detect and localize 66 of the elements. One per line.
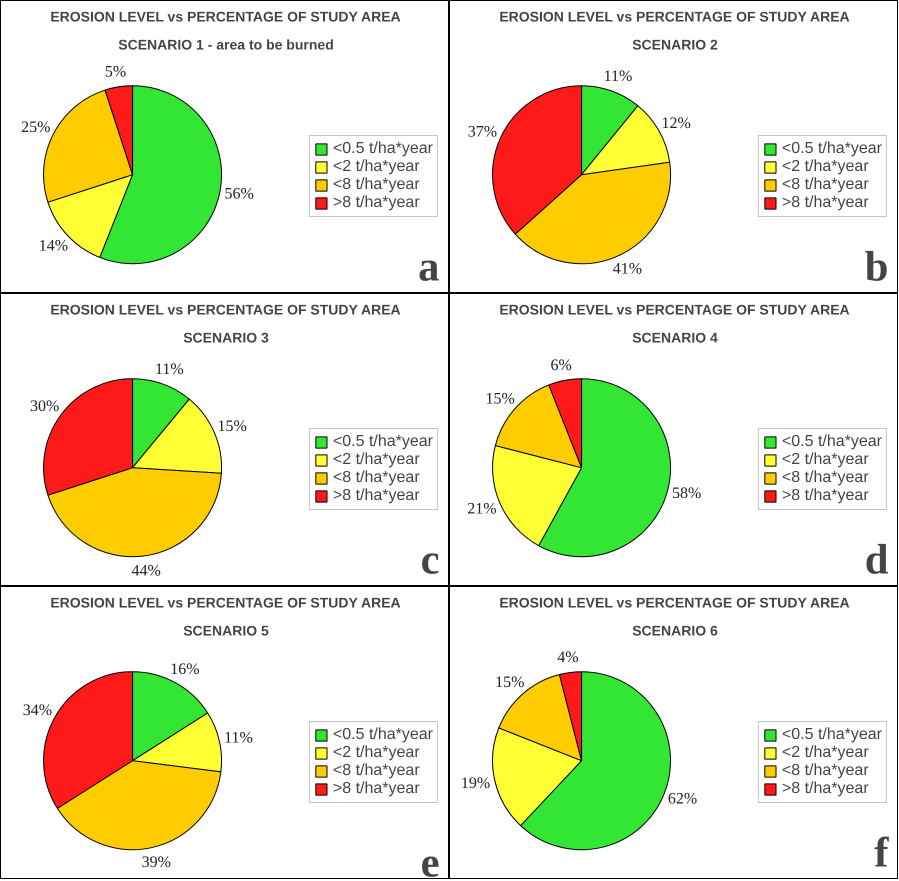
legend-label: <2 t/ha*year (332, 450, 420, 468)
legend-label: <2 t/ha*year (782, 450, 869, 468)
legend-label: <0.5 t/ha*year (332, 726, 433, 744)
chart-title: EROSION LEVEL vs PERCENTAGE OF STUDY AREA (50, 302, 401, 318)
text: b (864, 244, 889, 290)
data-label: 41% (612, 260, 642, 278)
data-label: 5% (104, 63, 126, 80)
text: c (420, 536, 440, 584)
legend-label: >8 t/ha*year (782, 780, 869, 798)
chart-title: EROSION LEVEL vs PERCENTAGE OF STUDY AREA (50, 594, 401, 610)
legend-label: <2 t/ha*year (332, 744, 420, 762)
data-label: 37% (468, 124, 498, 141)
text: e (420, 840, 440, 881)
chart-title: EROSION LEVEL vs PERCENTAGE OF STUDY AREA (50, 8, 401, 24)
chart-subtitle: SCENARIO 1 - area to be burned (118, 36, 334, 52)
data-label: 15% (495, 674, 524, 692)
data-label: 11% (154, 361, 184, 378)
data-label: 34% (22, 702, 52, 720)
data-label: 12% (661, 115, 691, 132)
legend-label: <0.5 t/ha*year (782, 726, 882, 744)
data-label: 16% (170, 660, 200, 678)
legend-label: <8 t/ha*year (332, 176, 420, 194)
data-label: 11% (224, 729, 253, 746)
data-label: 14% (38, 238, 68, 255)
legend-label: >8 t/ha*year (332, 194, 420, 212)
legend-label: >8 t/ha*year (782, 194, 869, 212)
data-label: 56% (224, 186, 254, 203)
legend-label: <8 t/ha*year (782, 468, 869, 486)
legend-label: <2 t/ha*year (332, 158, 420, 176)
legend-label: <2 t/ha*year (782, 158, 869, 176)
legend-label: <8 t/ha*year (782, 762, 869, 780)
legend-label: <8 t/ha*year (332, 762, 420, 780)
chart-subtitle: SCENARIO 5 (183, 622, 269, 638)
data-label: 15% (218, 418, 247, 435)
chart-title: EROSION LEVEL vs PERCENTAGE OF STUDY AREA (499, 594, 850, 610)
legend-label: <8 t/ha*year (332, 468, 420, 486)
chart-title: EROSION LEVEL vs PERCENTAGE OF STUDY AREA (499, 8, 850, 24)
legend-label: <2 t/ha*year (782, 744, 869, 762)
legend-label: <0.5 t/ha*year (332, 140, 433, 158)
data-label: 4% (557, 648, 579, 666)
legend-label: >8 t/ha*year (332, 486, 420, 504)
legend-label: <8 t/ha*year (782, 176, 869, 194)
text: f (874, 830, 890, 876)
data-label: 6% (550, 356, 572, 374)
data-label: 39% (142, 854, 171, 871)
text: a (418, 244, 440, 290)
data-label: 30% (30, 398, 60, 415)
chart-subtitle: SCENARIO 6 (632, 622, 718, 638)
data-label: 62% (668, 790, 698, 808)
legend-label: <0.5 t/ha*year (332, 432, 433, 450)
data-label: 11% (604, 68, 632, 86)
chart-subtitle: SCENARIO 3 (183, 330, 269, 346)
data-label: 15% (485, 390, 515, 408)
data-label: 44% (131, 562, 161, 580)
data-label: 58% (672, 485, 702, 502)
data-label: 25% (21, 118, 50, 136)
legend-label: <0.5 t/ha*year (782, 140, 882, 158)
chart-subtitle: SCENARIO 4 (632, 330, 718, 346)
text: d (864, 536, 889, 584)
legend-label: <0.5 t/ha*year (782, 432, 882, 450)
data-label: 19% (460, 774, 490, 792)
legend-label: >8 t/ha*year (782, 486, 869, 504)
chart-subtitle: SCENARIO 2 (632, 36, 718, 52)
legend-label: >8 t/ha*year (332, 780, 420, 798)
data-label: 21% (467, 500, 497, 518)
chart-title: EROSION LEVEL vs PERCENTAGE OF STUDY AREA (499, 302, 850, 318)
